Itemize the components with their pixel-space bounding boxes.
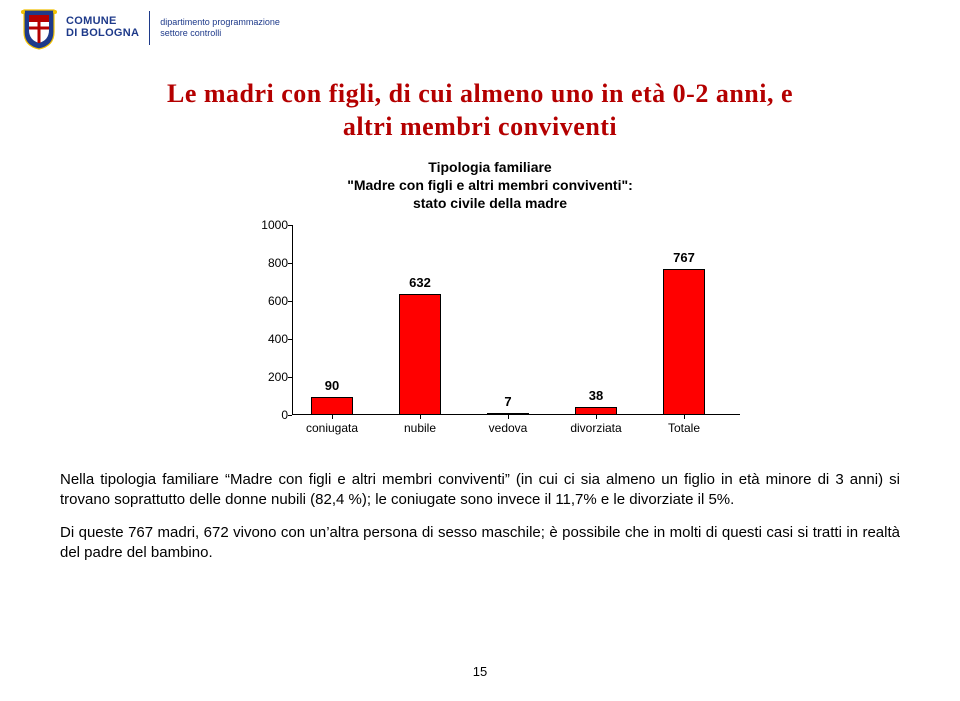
x-tick-mark — [332, 415, 333, 419]
x-tick-label: coniugata — [306, 421, 358, 435]
y-tick-mark — [288, 415, 292, 416]
body-para1: Nella tipologia familiare “Madre con fig… — [60, 470, 900, 511]
x-tick-mark — [508, 415, 509, 419]
y-tick-label: 0 — [240, 408, 288, 422]
body-text: Nella tipologia familiare “Madre con fig… — [60, 470, 900, 563]
y-tick-mark — [288, 263, 292, 264]
bar-slot: 767Totale — [654, 225, 714, 415]
title-line2: altri membri conviventi — [0, 111, 960, 144]
y-tick-label: 400 — [240, 332, 288, 346]
bar — [575, 407, 617, 414]
x-tick-label: divorziata — [570, 421, 621, 435]
bar-slot: 38divorziata — [566, 225, 626, 415]
logo-text: COMUNE DI BOLOGNA dipartimento programma… — [66, 11, 280, 45]
y-tick-label: 200 — [240, 370, 288, 384]
bar-chart: Tipologia familiare "Madre con figli e a… — [220, 158, 760, 438]
body-para2: Di queste 767 madri, 672 vivono con un’a… — [60, 523, 900, 564]
plot-area: 90coniugata 632nubile 7vedova 38divorziata 7… — [240, 225, 740, 415]
bar-slot: 632nubile — [390, 225, 450, 415]
y-tick-mark — [288, 225, 292, 226]
plot-inner: 90coniugata 632nubile 7vedova 38divorziata 7… — [292, 225, 740, 415]
title-line1: Le madri con figli, di cui almeno uno in… — [0, 78, 960, 111]
bar — [399, 294, 441, 414]
y-tick-label: 800 — [240, 256, 288, 270]
logo-comune-name: COMUNE DI BOLOGNA — [66, 16, 139, 39]
bar — [663, 269, 705, 415]
bar-value-label: 767 — [673, 250, 695, 265]
bar-value-label: 7 — [504, 394, 511, 409]
x-tick-mark — [684, 415, 685, 419]
bar-slot: 90coniugata — [302, 225, 362, 415]
page-title: Le madri con figli, di cui almeno uno in… — [0, 78, 960, 143]
logo-divider — [149, 11, 150, 45]
logo-dept-line2: settore controlli — [160, 28, 280, 39]
y-tick-mark — [288, 377, 292, 378]
y-tick-mark — [288, 301, 292, 302]
x-tick-mark — [596, 415, 597, 419]
chart-subtitle: Tipologia familiare "Madre con figli e a… — [220, 158, 760, 213]
logo-dept-line1: dipartimento programmazione — [160, 17, 280, 28]
chart-subtitle-line1: Tipologia familiare — [220, 158, 760, 176]
y-tick-label: 1000 — [240, 218, 288, 232]
bar — [311, 397, 353, 414]
logo-department: dipartimento programmazione settore cont… — [160, 17, 280, 39]
x-tick-label: Totale — [668, 421, 700, 435]
logo-comune-line2: DI BOLOGNA — [66, 28, 139, 40]
chart-subtitle-line3: stato civile della madre — [220, 194, 760, 212]
bar-value-label: 632 — [409, 275, 431, 290]
page-number: 15 — [0, 664, 960, 679]
crest-icon — [20, 6, 58, 50]
y-tick-mark — [288, 339, 292, 340]
x-tick-mark — [420, 415, 421, 419]
bar-value-label: 38 — [589, 388, 603, 403]
bar-slot: 7vedova — [478, 225, 538, 415]
x-tick-label: nubile — [404, 421, 436, 435]
y-tick-label: 600 — [240, 294, 288, 308]
bar-value-label: 90 — [325, 378, 339, 393]
x-tick-label: vedova — [489, 421, 528, 435]
chart-subtitle-line2: "Madre con figli e altri membri conviven… — [220, 176, 760, 194]
header: COMUNE DI BOLOGNA dipartimento programma… — [0, 0, 960, 56]
